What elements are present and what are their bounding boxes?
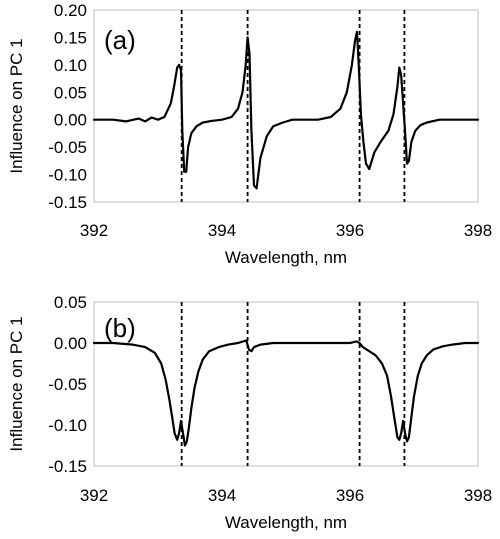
x-tick-label: 392 [80, 221, 108, 240]
y-tick-label: -0.05 [48, 138, 87, 157]
plot-frame [93, 301, 479, 467]
x-tick-label: 396 [336, 221, 364, 240]
x-axis-title: Wavelength, nm [225, 248, 347, 267]
x-tick-label: 396 [336, 486, 364, 505]
y-tick-label: 0.05 [54, 293, 87, 312]
y-tick-label: 0.15 [54, 28, 87, 47]
y-tick-label: -0.10 [48, 416, 87, 435]
y-tick-label: -0.15 [48, 193, 87, 212]
y-tick-label: 0.00 [54, 334, 87, 353]
x-tick-label: 392 [80, 486, 108, 505]
y-tick-label: 0.00 [54, 111, 87, 130]
y-axis-title: Influence on PC 1 [7, 316, 26, 451]
x-tick-label: 398 [464, 486, 492, 505]
y-tick-label: 0.20 [54, 1, 87, 20]
x-axis-title: Wavelength, nm [225, 513, 347, 532]
panel-label: (a) [104, 25, 136, 55]
y-tick-label: -0.10 [48, 166, 87, 185]
y-tick-label: 0.10 [54, 56, 87, 75]
panel-a: (a) Wavelength, nm Influence on PC 1 0.2… [7, 1, 492, 267]
y-tick-label: 0.05 [54, 83, 87, 102]
series-line [92, 339, 480, 447]
y-tick-label: -0.05 [48, 375, 87, 394]
series-line [92, 30, 480, 190]
x-tick-label: 394 [208, 486, 236, 505]
panel-label: (b) [104, 313, 136, 343]
x-tick-label: 398 [464, 221, 492, 240]
panel-b: (b) Wavelength, nm Influence on PC 1 0.0… [7, 293, 492, 532]
y-axis-title: Influence on PC 1 [7, 38, 26, 173]
x-tick-label: 394 [208, 221, 236, 240]
y-tick-label: -0.15 [48, 457, 87, 476]
plot-frame [93, 9, 479, 203]
